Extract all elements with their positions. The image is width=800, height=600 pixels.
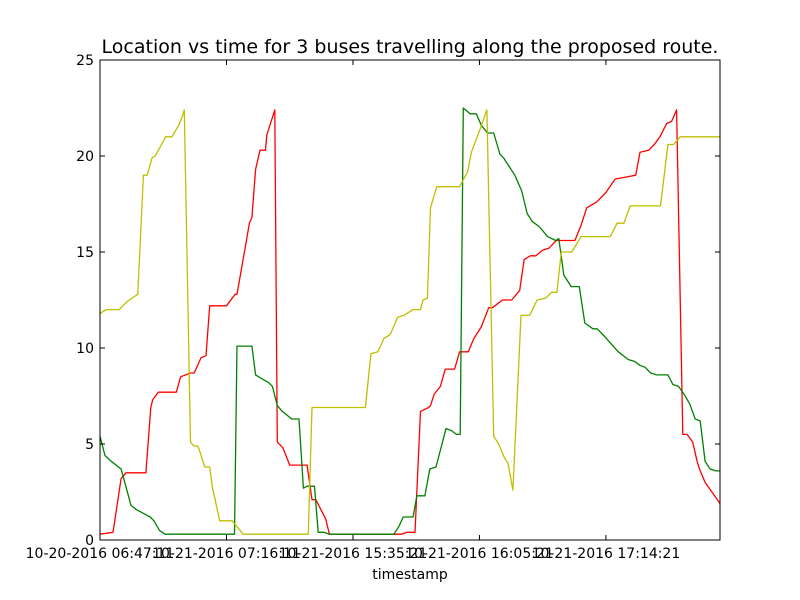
chart-title: Location vs time for 3 buses travelling … [102,36,719,58]
x-tick-label: 10-21-2016 15:35:21 [279,546,428,562]
series-layer [99,107,721,535]
x-tick-label: 10-21-2016 16:05:21 [405,546,554,562]
plot-frame [99,59,721,541]
y-tick-label: 25 [76,53,94,69]
series-line-bus-2 [99,107,720,535]
x-tick-label: 10-21-2016 07:16:11 [152,546,301,562]
y-tick-label: 0 [85,533,94,549]
x-axis-label: timestamp [372,567,448,583]
y-tick-label: 15 [76,245,94,261]
x-tick-label: 10-20-2016 06:47:11 [26,546,175,562]
y-tick-label: 5 [85,437,94,453]
x-tick-label: 10-21-2016 17:14:21 [532,546,681,562]
y-tick-label: 20 [76,149,94,165]
y-tick-label: 10 [76,341,94,357]
series-line-bus-3 [99,109,720,535]
